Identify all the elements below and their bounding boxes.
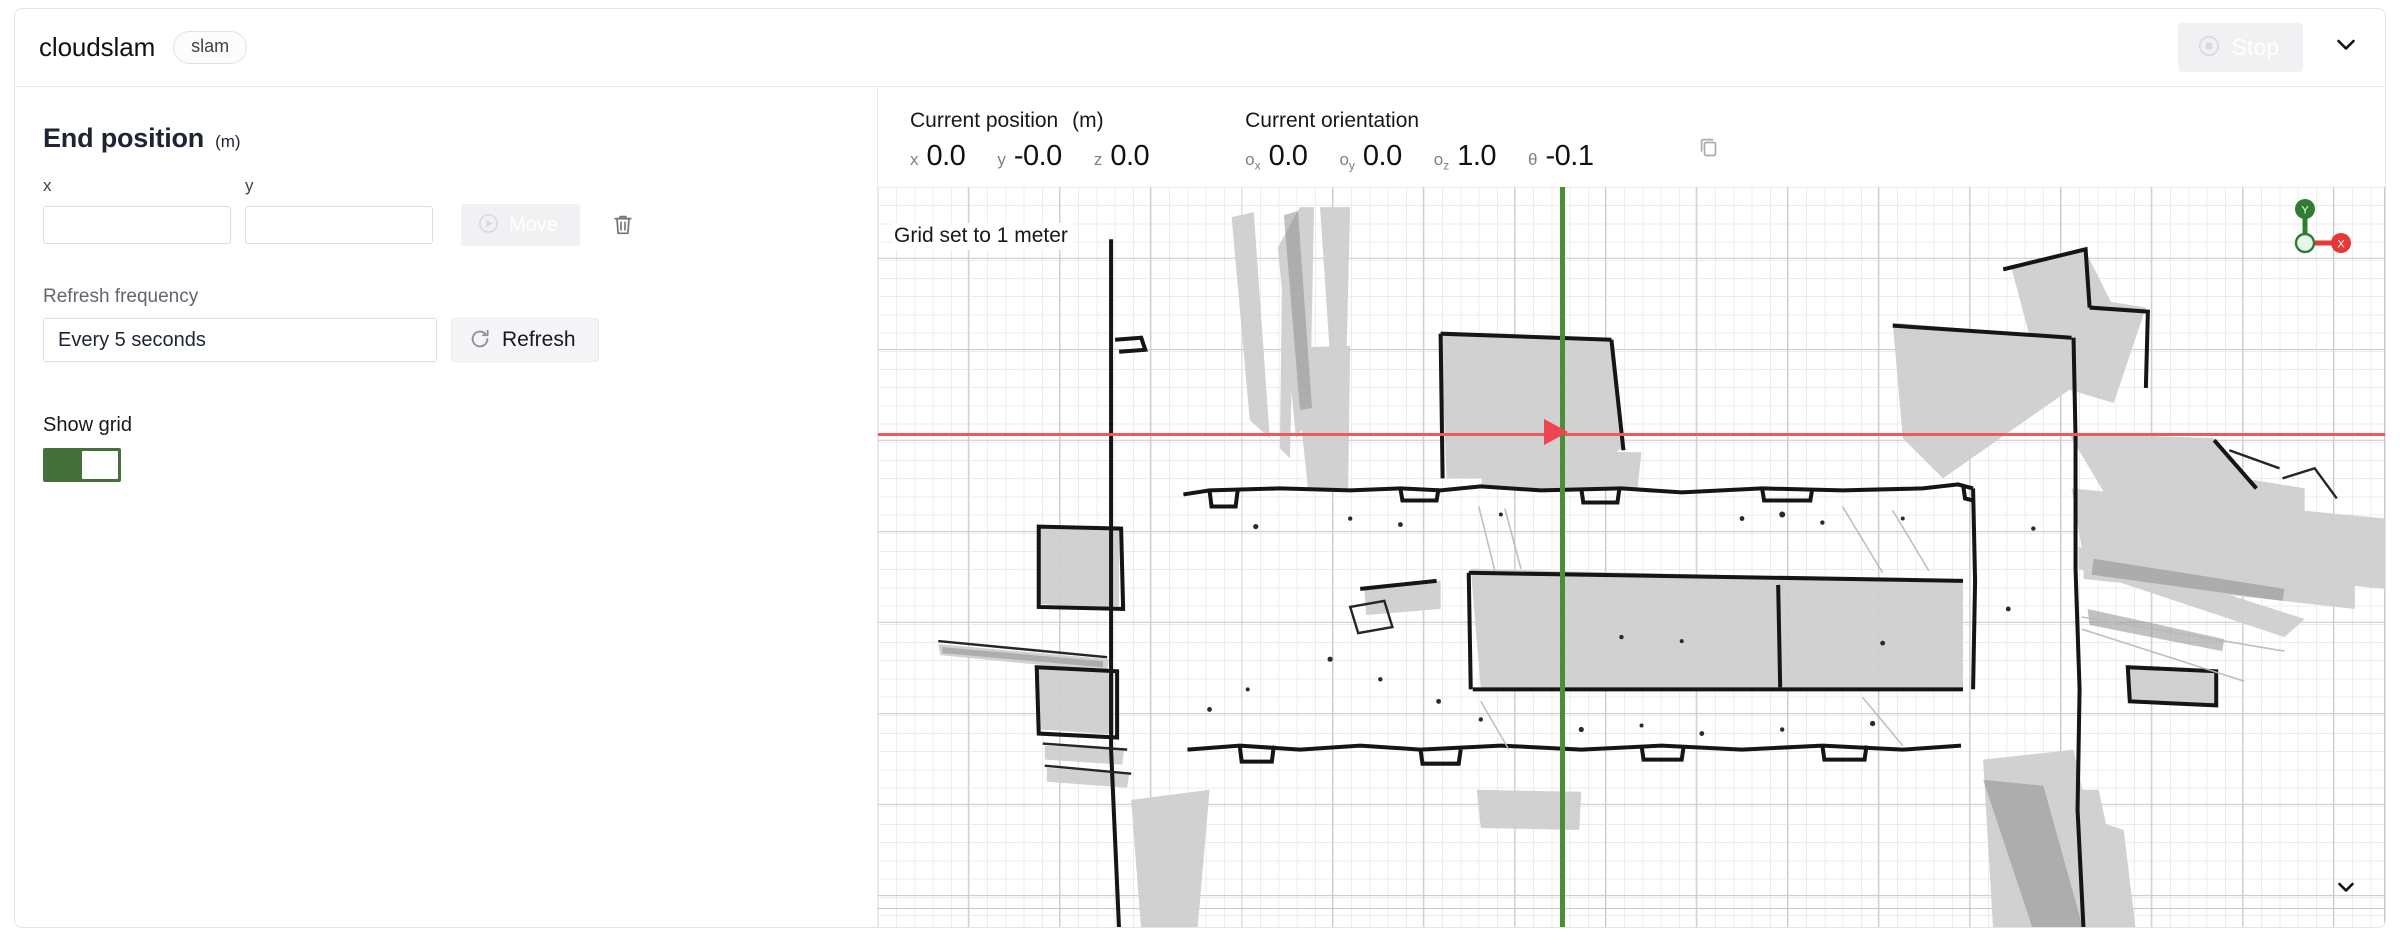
end-position-y-input[interactable] xyxy=(245,206,433,244)
current-position-heading-text: Current position xyxy=(910,109,1059,132)
end-position-unit: (m) xyxy=(215,132,241,151)
refresh-frequency-value: Every 5 seconds xyxy=(58,328,206,351)
map-expand-button[interactable] xyxy=(2329,872,2363,906)
end-position-heading: End position (m) xyxy=(43,123,877,154)
end-position-x-input[interactable] xyxy=(43,206,231,244)
x-input-col xyxy=(43,206,239,244)
orientation-ox-key: ox xyxy=(1245,150,1261,173)
axis-gizmo[interactable]: Y X xyxy=(2287,197,2357,264)
orientation-oz: oz 1.0 xyxy=(1433,140,1497,173)
y-axis-line xyxy=(1560,187,1565,927)
position-y-value: -0.0 xyxy=(1013,140,1062,172)
orientation-theta-value: -0.1 xyxy=(1545,140,1594,172)
orientation-oy: oy 0.0 xyxy=(1339,140,1402,173)
chevron-down-icon xyxy=(2334,875,2358,904)
grid-scale-note: Grid set to 1 meter xyxy=(892,223,1073,250)
position-y: y -0.0 xyxy=(997,140,1062,173)
play-circle-icon xyxy=(478,213,499,237)
orientation-oz-value: 1.0 xyxy=(1457,140,1497,172)
y-field-label: y xyxy=(245,176,254,195)
collapse-panel-button[interactable] xyxy=(2329,31,2363,65)
panel-header: cloudslam slam Stop xyxy=(15,9,2385,87)
move-button[interactable]: Move xyxy=(461,204,580,246)
y-field-col: y xyxy=(245,176,441,204)
position-z: z 0.0 xyxy=(1093,140,1150,173)
status-badge: slam xyxy=(173,31,248,64)
header-actions: Stop xyxy=(2177,23,2363,72)
current-position-unit: (m) xyxy=(1072,109,1104,132)
slam-map[interactable]: Grid set to 1 meter Y X xyxy=(878,187,2385,927)
map-major-gridlines xyxy=(878,187,2385,927)
trash-icon[interactable] xyxy=(612,213,634,237)
refresh-frequency-row: Every 5 seconds Refresh xyxy=(43,318,877,362)
x-axis-line xyxy=(878,433,2385,436)
refresh-frequency-select[interactable]: Every 5 seconds xyxy=(43,318,437,362)
robot-pose-marker xyxy=(1544,419,1568,445)
chevron-down-icon xyxy=(2333,32,2359,63)
panel-body: End position (m) x y xyxy=(15,87,2385,927)
stop-button[interactable]: Stop xyxy=(2177,23,2303,72)
position-x-key: x xyxy=(910,150,919,169)
refresh-frequency-label: Refresh frequency xyxy=(43,286,199,307)
position-y-key: y xyxy=(997,150,1006,169)
end-position-title: End position xyxy=(43,123,205,153)
page-title: cloudslam xyxy=(39,32,156,62)
show-grid-block: Show grid xyxy=(43,414,877,482)
stop-circle-icon xyxy=(2198,35,2220,60)
current-position-values: x 0.0 y -0.0 z 0.0 xyxy=(910,140,1181,173)
copy-icon[interactable] xyxy=(1697,135,1721,159)
toggle-knob xyxy=(82,451,118,479)
end-position-inputs-row: Move xyxy=(43,204,877,246)
cloudslam-panel: cloudslam slam Stop End position (m) xyxy=(14,8,2386,928)
controls-sidebar: End position (m) x y xyxy=(15,87,878,927)
position-z-key: z xyxy=(1093,150,1103,169)
position-x: x 0.0 xyxy=(910,140,966,173)
current-position-heading: Current position (m) xyxy=(910,109,1181,133)
x-field-col: x xyxy=(43,176,239,204)
refresh-button-label: Refresh xyxy=(502,328,576,351)
end-position-field-labels: x y xyxy=(43,176,877,204)
current-orientation-heading: Current orientation xyxy=(1245,109,1420,132)
svg-text:Y: Y xyxy=(2301,205,2309,217)
refresh-icon xyxy=(469,328,491,353)
current-position-group: Current position (m) x 0.0 y -0.0 xyxy=(910,109,1181,173)
telemetry-bar: Current position (m) x 0.0 y -0.0 xyxy=(878,87,2385,187)
refresh-button[interactable]: Refresh xyxy=(451,318,599,362)
current-orientation-values: ox 0.0 oy 0.0 oz 1.0 θ - xyxy=(1245,140,1625,173)
map-pane: Current position (m) x 0.0 y -0.0 xyxy=(878,87,2385,927)
orientation-oz-key: oz xyxy=(1433,150,1450,173)
orientation-ox: ox 0.0 xyxy=(1245,140,1308,173)
stop-button-label: Stop xyxy=(2231,34,2279,60)
orientation-oy-value: 0.0 xyxy=(1362,140,1402,172)
refresh-frequency-block: Refresh frequency Every 5 seconds Refres… xyxy=(43,286,877,362)
position-z-value: 0.0 xyxy=(1110,140,1150,172)
show-grid-label: Show grid xyxy=(43,414,132,436)
position-x-value: 0.0 xyxy=(926,140,966,172)
move-button-label: Move xyxy=(509,213,558,236)
occupancy-map xyxy=(938,207,2385,927)
x-field-label: x xyxy=(43,176,52,195)
orientation-oy-key: oy xyxy=(1339,150,1355,173)
orientation-theta: θ -0.1 xyxy=(1528,140,1594,173)
svg-text:X: X xyxy=(2337,239,2345,251)
y-input-col xyxy=(245,206,441,244)
show-grid-toggle[interactable] xyxy=(43,448,121,482)
orientation-ox-value: 0.0 xyxy=(1268,140,1308,172)
current-orientation-group: Current orientation ox 0.0 oy 0.0 oz 1.0 xyxy=(1245,109,1625,173)
orientation-theta-key: θ xyxy=(1528,150,1538,169)
